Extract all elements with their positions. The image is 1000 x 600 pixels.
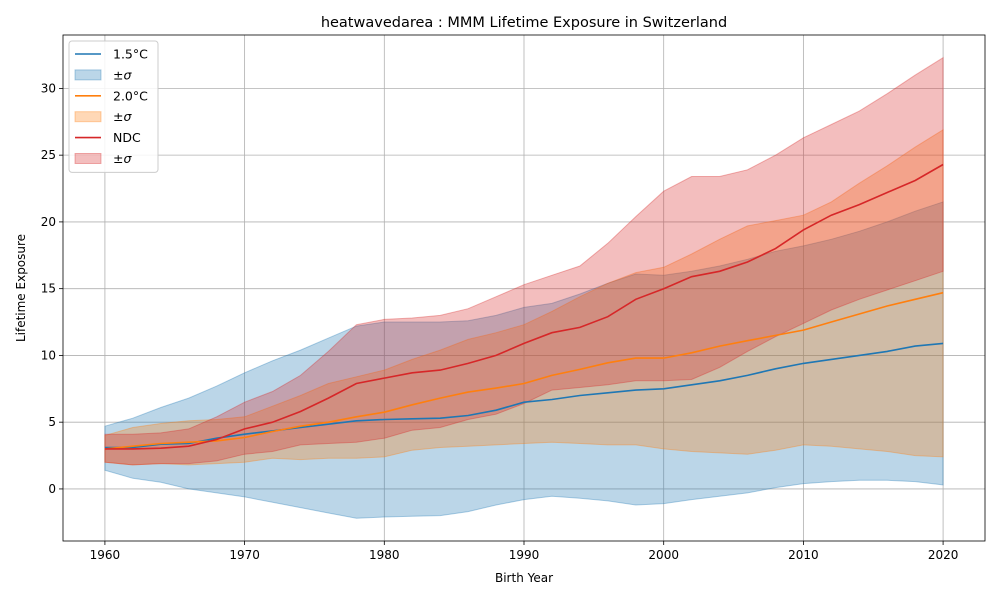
lines bbox=[104, 163, 944, 450]
legend-swatch-1-5-c bbox=[74, 69, 102, 81]
y-tick-label: 0 bbox=[48, 482, 56, 496]
x-tick-label: 1960 bbox=[90, 548, 121, 562]
x-tick-label: 2000 bbox=[648, 548, 679, 562]
x-tick-label: 1980 bbox=[369, 548, 400, 562]
band-2-0-c bbox=[104, 128, 944, 466]
x-tick-label: 2010 bbox=[788, 548, 819, 562]
x-axis-ticks: 1960 1970 1980 1990 2000 2010 2020 bbox=[90, 541, 959, 562]
y-axis-label: Lifetime Exposure bbox=[14, 234, 28, 342]
legend-label-2-0-c: 2.0°C bbox=[113, 88, 148, 103]
legend: 1.5°C ±σ 2.0°C ±σ NDC ±σ bbox=[68, 40, 159, 173]
chart-title: heatwavedarea : MMM Lifetime Exposure in… bbox=[321, 15, 727, 31]
band-1-5-c bbox=[104, 201, 944, 519]
legend-label-sigma: ±σ bbox=[113, 67, 132, 82]
y-tick-label: 20 bbox=[41, 215, 56, 229]
x-tick-label: 1990 bbox=[509, 548, 540, 562]
legend-box bbox=[68, 40, 159, 173]
legend-label-sigma: ±σ bbox=[113, 151, 132, 166]
line-1-5-c bbox=[104, 342, 944, 449]
y-tick-label: 30 bbox=[41, 81, 56, 95]
legend-label-1-5-c: 1.5°C bbox=[113, 47, 148, 62]
x-tick-label: 2020 bbox=[928, 548, 959, 562]
x-tick-label: 1970 bbox=[229, 548, 260, 562]
legend-swatch-2-0-c bbox=[74, 111, 102, 123]
y-tick-label: 5 bbox=[48, 415, 56, 429]
y-tick-label: 15 bbox=[41, 282, 56, 296]
y-tick-label: 25 bbox=[41, 148, 56, 162]
legend-swatch-ndc bbox=[74, 153, 102, 164]
line-ndc bbox=[104, 163, 944, 450]
legend-label-sigma: ±σ bbox=[113, 109, 132, 124]
y-axis-ticks: 0 5 10 15 20 25 30 bbox=[41, 81, 63, 496]
legend-label-ndc: NDC bbox=[113, 130, 141, 145]
line-2-0-c bbox=[104, 291, 944, 450]
x-axis-label: Birth Year bbox=[495, 571, 553, 585]
grid bbox=[63, 35, 985, 541]
y-tick-label: 10 bbox=[41, 348, 56, 362]
